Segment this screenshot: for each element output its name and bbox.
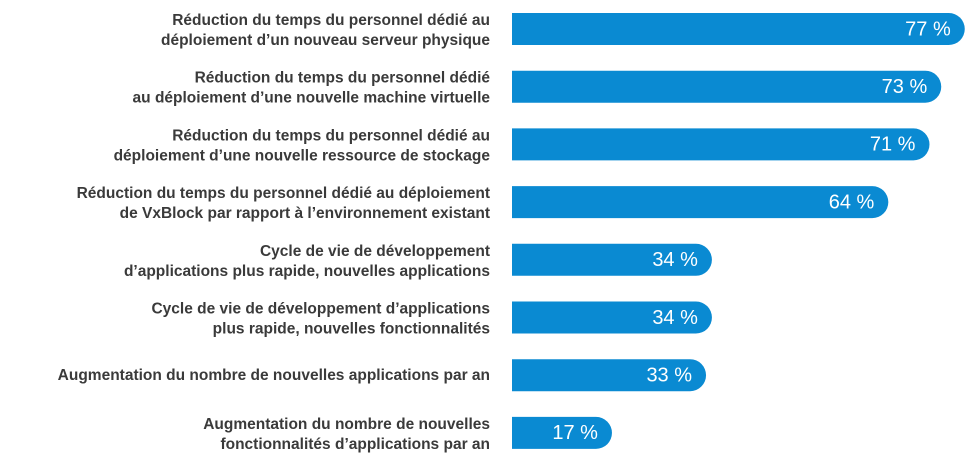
category-label: Cycle de vie de développement d’applicat… [151, 301, 490, 338]
category-label: Augmentation du nombre de nouvelles appl… [58, 367, 490, 384]
value-label: 34 % [652, 249, 698, 271]
category-line: fonctionnalités d’applications par an [220, 436, 490, 453]
category-label: Réduction du temps du personnel dédié au … [133, 70, 491, 107]
value-label: 34 % [652, 307, 698, 329]
value-label: 64 % [829, 191, 875, 213]
category-line: Cycle de vie de développement [260, 243, 490, 260]
category-label: Réduction du temps du personnel dédié au… [114, 127, 491, 164]
bar [512, 243, 712, 276]
value-label: 71 % [870, 134, 916, 156]
category-line: déploiement d’un nouveau serveur physiqu… [161, 32, 490, 49]
category-label: Réduction du temps du personnel dédié au… [161, 12, 490, 49]
bar [512, 359, 707, 392]
category-line: au déploiement d’une nouvelle machine vi… [133, 90, 491, 107]
category-line: Augmentation du nombre de nouvelles [203, 416, 490, 433]
bar [512, 186, 889, 219]
value-label: 33 % [646, 364, 692, 386]
value-label: 73 % [882, 76, 928, 98]
bar [512, 13, 965, 45]
bar [512, 416, 612, 449]
category-line: d’applications plus rapide, nouvelles ap… [124, 263, 490, 280]
bar [512, 70, 942, 103]
category-line: Augmentation du nombre de nouvelles appl… [58, 367, 490, 384]
category-label: Cycle de vie de développement d’applicati… [124, 243, 490, 280]
category-line: déploiement d’une nouvelle ressource de … [114, 147, 491, 164]
bar [512, 128, 930, 161]
category-line: de VxBlock par rapport à l’environnement… [120, 205, 490, 222]
value-label: 17 % [552, 422, 598, 444]
category-line: Réduction du temps du personnel dédié au [172, 12, 490, 29]
bar [512, 301, 712, 334]
category-label: Réduction du temps du personnel dédié au… [77, 185, 490, 222]
category-line: plus rapide, nouvelles fonctionnalités [213, 321, 490, 338]
category-line: Réduction du temps du personnel dédié au [172, 127, 490, 144]
category-label: Augmentation du nombre de nouvelles fonct… [203, 416, 490, 453]
category-line: Cycle de vie de développement d’applicat… [151, 301, 490, 318]
value-label: 77 % [905, 18, 951, 40]
category-line: Réduction du temps du personnel dédié [195, 70, 491, 87]
category-line: Réduction du temps du personnel dédié au… [77, 185, 490, 202]
